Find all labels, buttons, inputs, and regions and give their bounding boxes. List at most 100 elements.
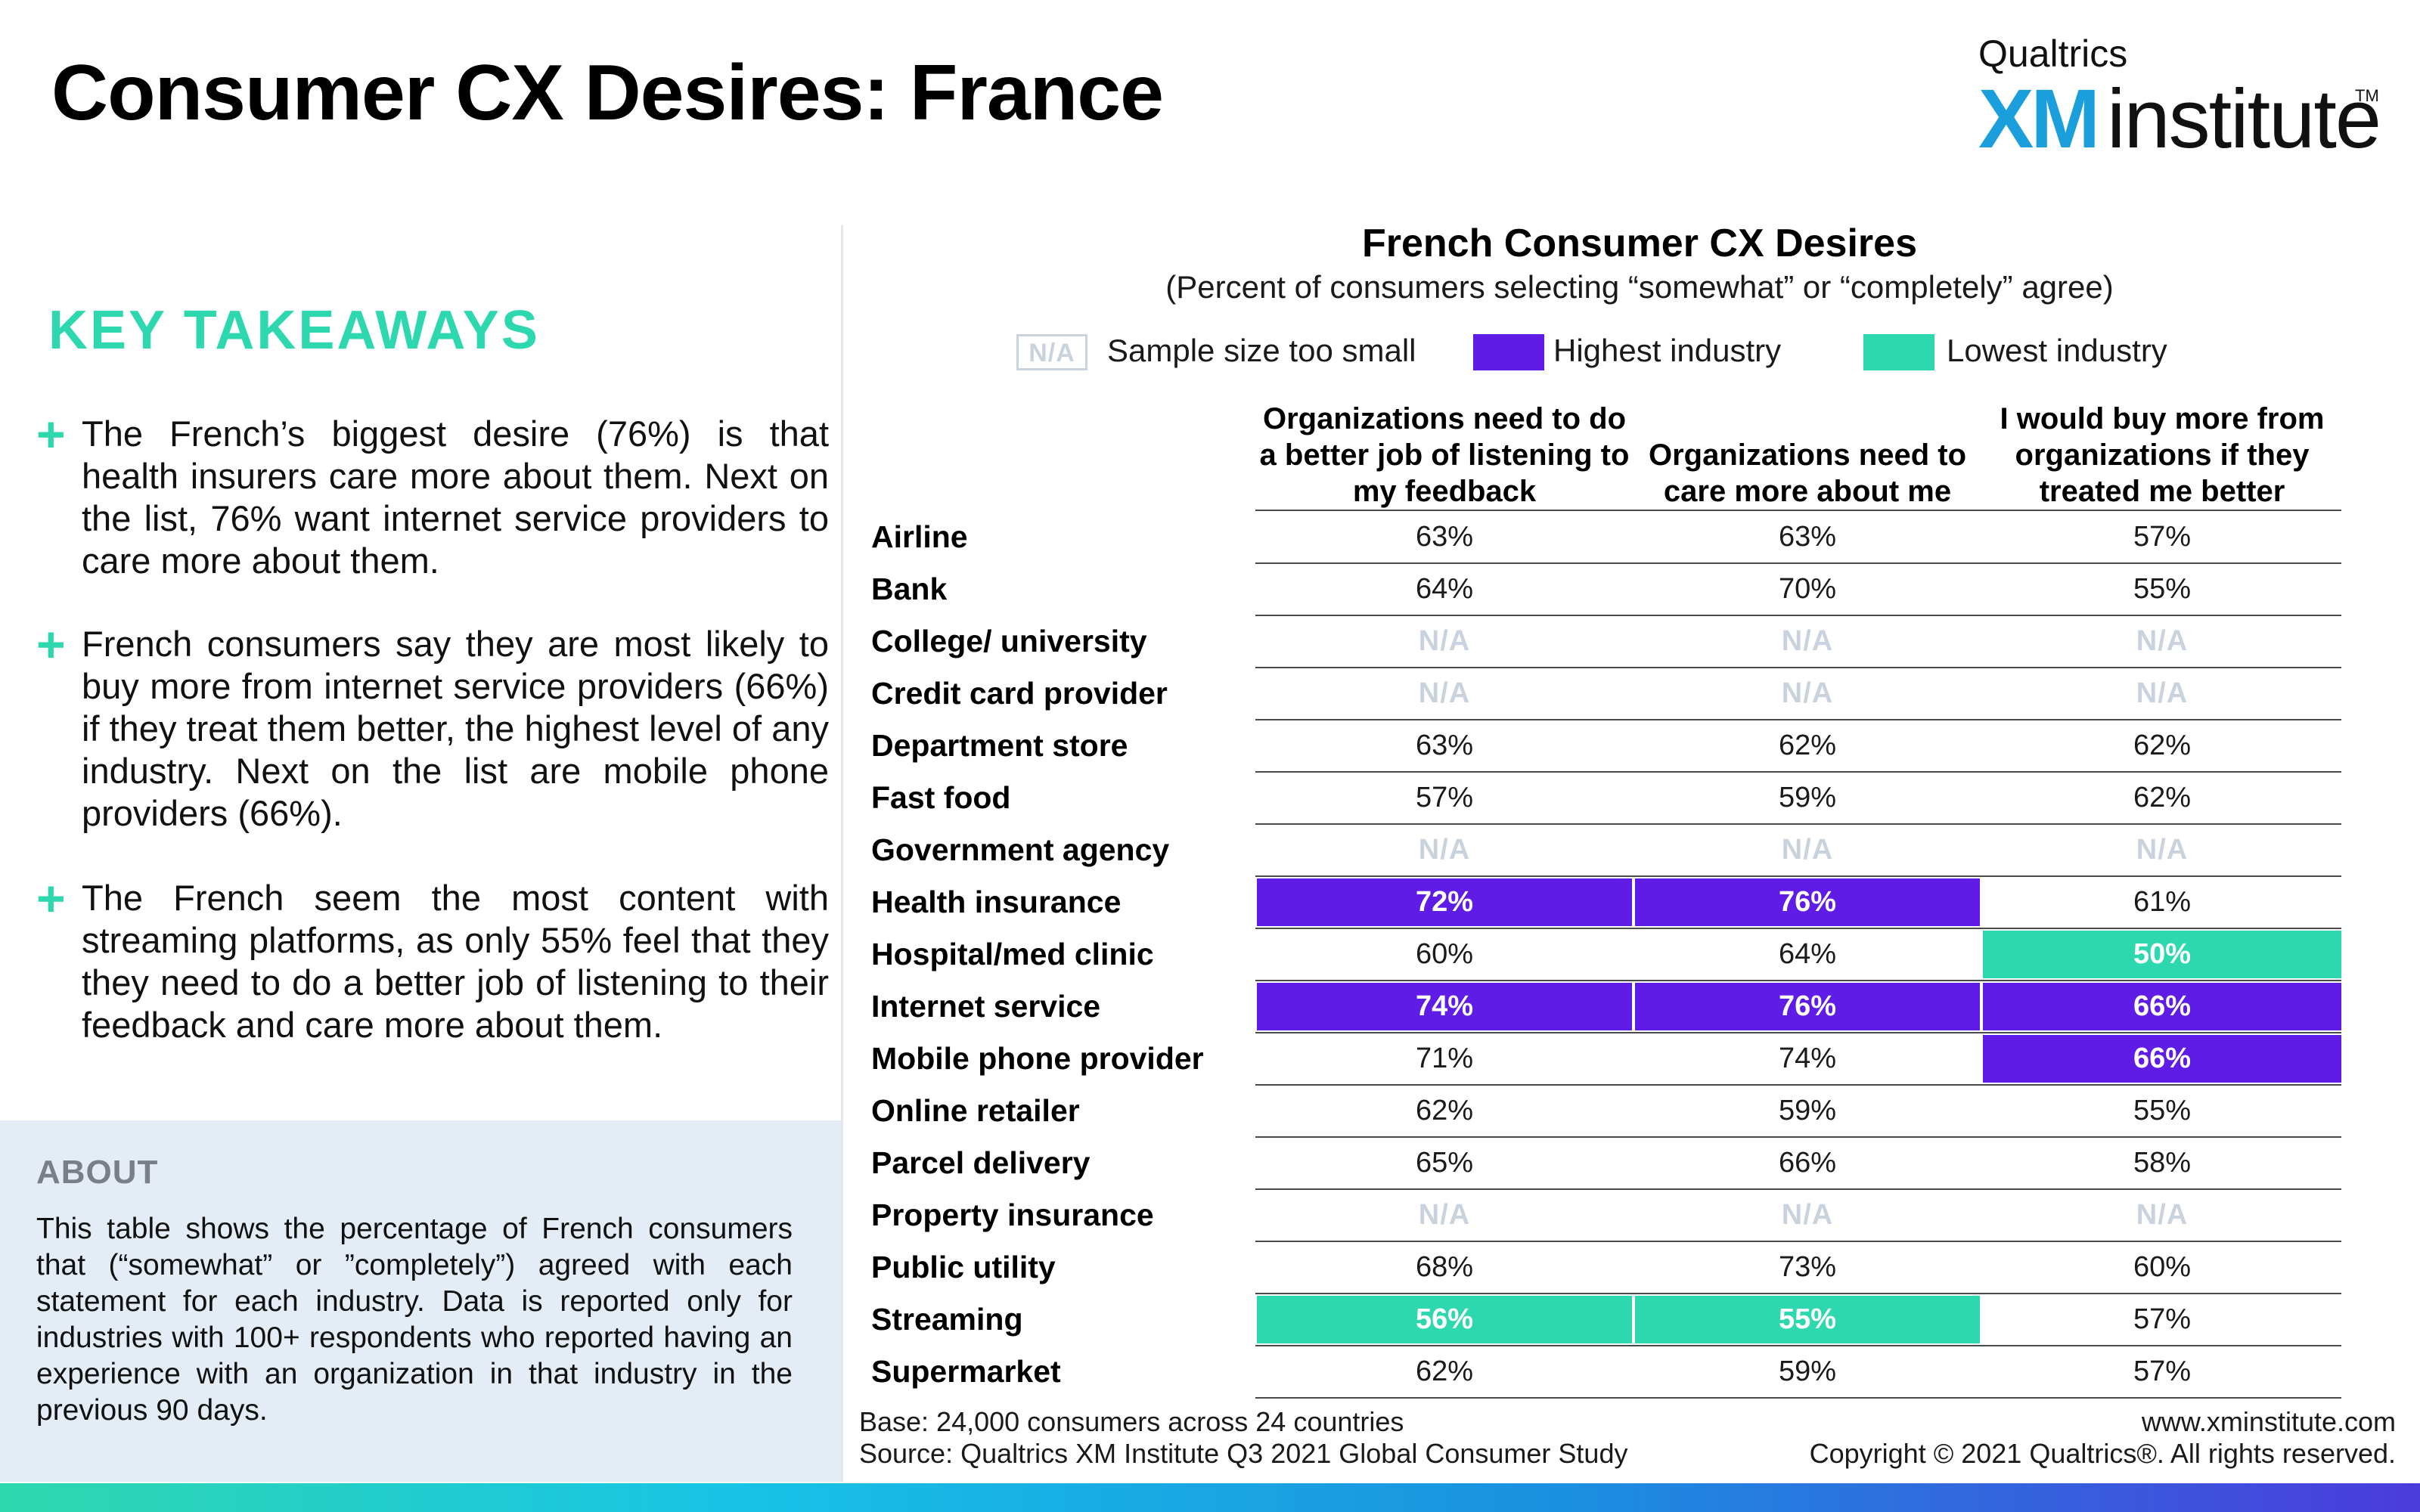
cell-buy-more: 50%: [1983, 931, 2341, 978]
row-label: Public utility: [871, 1250, 1056, 1284]
row-label: College/ university: [871, 624, 1147, 658]
cell-buy-more: 62%: [2133, 782, 2192, 813]
logo-xm: XM: [1978, 73, 2100, 166]
cell-buy-more: 57%: [2133, 1356, 2192, 1387]
cell-buy-more: N/A: [2136, 625, 2189, 657]
legend-lowest-label: Lowest industry: [1947, 333, 2167, 368]
cell-care: 76%: [1635, 878, 1980, 926]
cell-care: 74%: [1778, 1043, 1837, 1074]
row-label: Government agency: [871, 832, 1170, 867]
about-text: This table shows the percentage of Frenc…: [36, 1213, 793, 1427]
cell-listening: N/A: [1418, 677, 1471, 709]
cell-buy-more: 55%: [2133, 1095, 2192, 1126]
copyright: Copyright © 2021 Qualtrics®. All rights …: [1809, 1438, 2396, 1469]
cell-care: 76%: [1635, 983, 1980, 1030]
cell-listening: 68%: [1415, 1251, 1474, 1283]
row-divider: [1255, 771, 2341, 773]
row-label: Department store: [871, 728, 1128, 763]
cell-care: 70%: [1778, 573, 1837, 605]
legend-na: N/A Sample size too small: [1016, 330, 1440, 375]
row-label: Fast food: [871, 780, 1011, 815]
cell-buy-more: N/A: [2136, 1199, 2189, 1231]
column-header-listening: Organizations need to do a better job of…: [1259, 402, 1630, 508]
cell-listening: 65%: [1415, 1147, 1474, 1179]
cell-buy-more: 66%: [1983, 1035, 2341, 1083]
cell-buy-more: 57%: [2133, 521, 2192, 553]
cell-listening: 57%: [1415, 782, 1474, 813]
row-label: Supermarket: [871, 1354, 1061, 1389]
website-link[interactable]: www.xminstitute.com: [2141, 1406, 2396, 1437]
row-label: Hospital/med clinic: [871, 937, 1154, 971]
row-divider: [1255, 1293, 2341, 1294]
cell-care: 63%: [1778, 521, 1837, 553]
legend-highest-label: Highest industry: [1553, 333, 1782, 368]
cell-care: 55%: [1635, 1296, 1980, 1343]
table-header-rule: [1255, 510, 2341, 511]
na-swatch: N/A: [1016, 334, 1087, 370]
cell-listening: 71%: [1415, 1043, 1474, 1074]
cell-care: 62%: [1778, 730, 1837, 761]
plus-icon: +: [36, 870, 66, 926]
plus-icon: +: [36, 616, 66, 672]
legend-na-label: Sample size too small: [1107, 333, 1416, 368]
panel-divider: [841, 225, 843, 1482]
row-divider: [1255, 1136, 2341, 1138]
highest-swatch: [1473, 334, 1544, 370]
row-divider: [1255, 562, 2341, 564]
row-divider: [1255, 1084, 2341, 1086]
source-note: Source: Qualtrics XM Institute Q3 2021 G…: [859, 1438, 1628, 1469]
row-divider: [1255, 823, 2341, 825]
qualtrics-xm-institute-logo: Qualtrics XM institute TM: [1978, 27, 2381, 166]
cell-buy-more: 57%: [2133, 1303, 2192, 1335]
cell-buy-more: N/A: [2136, 834, 2189, 866]
row-divider: [1255, 980, 2341, 981]
row-divider: [1255, 1188, 2341, 1190]
cell-buy-more: N/A: [2136, 677, 2189, 709]
about-title: ABOUT: [36, 1154, 159, 1191]
row-divider: [1255, 1032, 2341, 1033]
legend-lowest: Lowest industry: [1863, 330, 2211, 375]
cell-care: N/A: [1781, 834, 1834, 866]
cell-buy-more: 66%: [1983, 983, 2341, 1030]
cell-care: 59%: [1778, 1095, 1837, 1126]
chart-subtitle: (Percent of consumers selecting “somewha…: [1165, 269, 2114, 305]
cell-care: N/A: [1781, 625, 1834, 657]
legend-highest: Highest industry: [1473, 330, 1821, 375]
cell-listening: 72%: [1257, 878, 1632, 926]
about-box: [0, 1120, 841, 1482]
row-label: Mobile phone provider: [871, 1041, 1204, 1076]
row-label: Streaming: [871, 1302, 1023, 1337]
cell-listening: N/A: [1418, 834, 1471, 866]
cell-buy-more: 55%: [2133, 573, 2192, 605]
footnote: Base: 24,000 consumers across 24 countri…: [859, 1406, 1627, 1470]
row-divider: [1255, 1345, 2341, 1346]
logo-brand: Qualtrics: [1978, 33, 2128, 75]
takeaway-text: The French’s biggest desire (76%) is tha…: [82, 414, 829, 581]
row-divider: [1255, 928, 2341, 929]
row-label: Online retailer: [871, 1093, 1080, 1128]
cell-listening: 74%: [1257, 983, 1632, 1030]
row-divider: [1255, 615, 2341, 616]
logo-trademark: TM: [2355, 86, 2379, 105]
column-header-care: Organizations need to care more about me: [1648, 438, 1967, 508]
row-label: Property insurance: [871, 1198, 1154, 1232]
gradient-bar: [0, 1483, 2420, 1512]
page-title: Consumer CX Desires: France: [51, 49, 1164, 137]
cell-care: N/A: [1781, 677, 1834, 709]
cell-listening: N/A: [1418, 625, 1471, 657]
plus-icon: +: [36, 406, 66, 462]
column-header-buy-more: I would buy more from organizations if t…: [2000, 402, 2325, 508]
cell-care: 59%: [1778, 782, 1837, 813]
cell-buy-more: 60%: [2133, 1251, 2192, 1283]
cell-buy-more: 58%: [2133, 1147, 2192, 1179]
row-label: Internet service: [871, 989, 1101, 1024]
cell-care: 64%: [1778, 938, 1837, 970]
takeaway-text: French consumers say they are most likel…: [82, 624, 829, 833]
cell-listening: 63%: [1415, 730, 1474, 761]
cell-listening: 56%: [1257, 1296, 1632, 1343]
lowest-swatch: [1863, 334, 1934, 370]
logo-institute: institute: [2107, 73, 2381, 166]
row-label: Credit card provider: [871, 676, 1168, 711]
cell-listening: 60%: [1415, 938, 1474, 970]
cell-listening: N/A: [1418, 1199, 1471, 1231]
